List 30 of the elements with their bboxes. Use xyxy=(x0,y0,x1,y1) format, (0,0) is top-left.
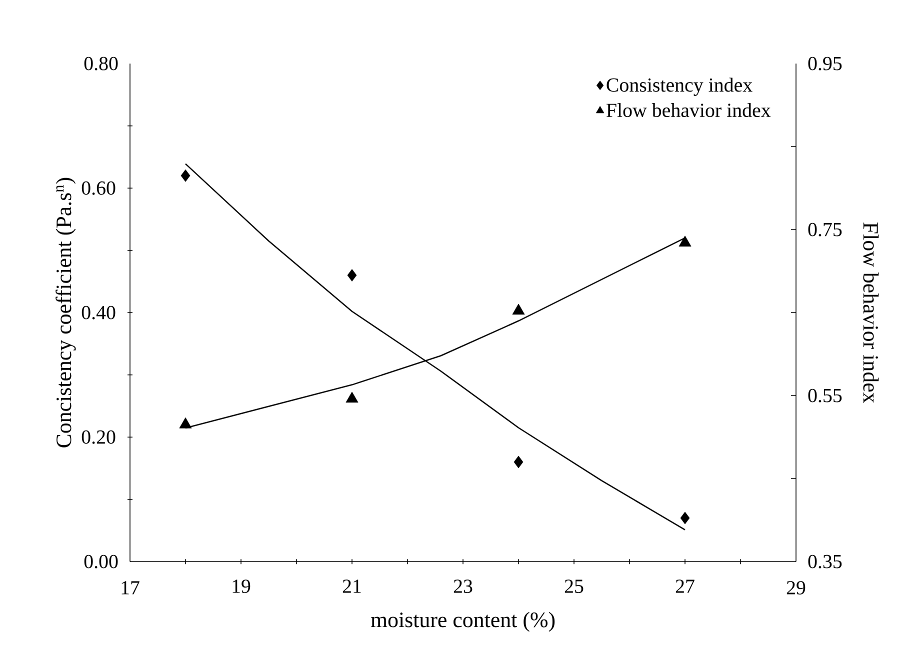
y2-tick-label: 0.75 xyxy=(808,222,842,236)
y-tick-label: 0.00 xyxy=(84,554,118,568)
y-axis-title: Concistency coefficient (Pa.s$^{n}$) xyxy=(56,178,76,448)
y-tick-label: 0.20 xyxy=(82,430,116,444)
point xyxy=(512,304,525,315)
x-tick-label: 17 xyxy=(122,581,140,594)
x-tick-label: 27 xyxy=(676,580,694,593)
y-tick-label: 0.40 xyxy=(82,306,116,320)
point xyxy=(514,456,524,468)
point xyxy=(180,169,190,182)
point xyxy=(678,236,692,247)
y2-tick-label: 0.55 xyxy=(808,388,842,402)
point xyxy=(347,269,357,282)
y2-axis-title: Flow behavior index xyxy=(863,222,879,404)
x-axis-title: moisture content (%) xyxy=(370,612,555,632)
x-tick-label: 21 xyxy=(342,580,361,593)
y-tick-label: 0.80 xyxy=(84,56,118,70)
point xyxy=(179,417,192,428)
legend-label: Flow behavior index xyxy=(606,103,771,118)
x-tick-label: 19 xyxy=(232,580,250,593)
x-tick-label: 29 xyxy=(786,581,806,594)
y2-tick-label: 0.95 xyxy=(808,56,842,70)
y-tick-label: 0.60 xyxy=(82,181,116,195)
legend-label: Consistency index xyxy=(606,78,752,96)
point xyxy=(346,392,358,403)
x-tick-label: 23 xyxy=(454,580,472,593)
x-tick-label: 25 xyxy=(564,580,584,593)
point xyxy=(680,512,690,524)
line-series xyxy=(184,163,686,530)
y2-tick-label: 0.35 xyxy=(808,554,842,568)
